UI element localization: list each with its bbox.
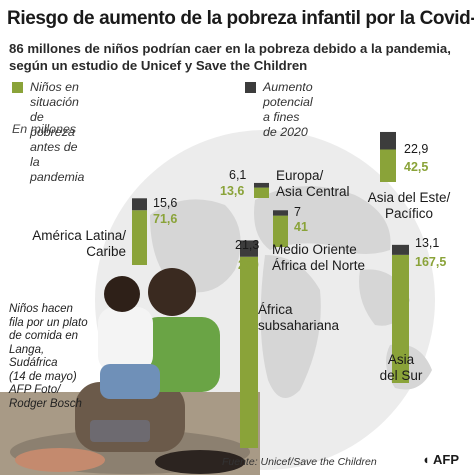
photo-caption-line-6: (14 de mayo) xyxy=(9,370,77,383)
bar-increase-asia-este xyxy=(380,131,396,150)
region-label-america-latina-line-1: América Latina/ xyxy=(32,228,126,243)
region-label-asia-este-line-1: Asia del Este/ xyxy=(367,190,451,205)
afp-logo: ◖ AFP xyxy=(422,452,459,467)
region-label-medio-oriente-line-1: Medio Oriente xyxy=(272,242,357,257)
region-label-medio-oriente: Medio Oriente África del Norte xyxy=(272,242,365,274)
photo-caption-line-3: de comida en xyxy=(9,330,79,342)
legend-swatch-increase xyxy=(245,82,256,93)
subtitle-line-1: 86 millones de niños podrían caer en la … xyxy=(9,41,451,56)
legend-label-increase: Aumento potencial a fines de 2020 xyxy=(263,80,313,139)
bar-before-africa-subsahariana xyxy=(240,256,258,448)
bar-increase-africa-subsahariana xyxy=(240,240,258,257)
afp-logo-icon: ◖ xyxy=(422,452,433,467)
region-label-africa-subsahariana: África subsahariana xyxy=(258,302,339,334)
unit-label: En millones xyxy=(12,122,77,136)
value-before-asia-sur: 167,5 xyxy=(415,255,447,269)
region-label-asia-este: Asia del Este/ Pacífico xyxy=(364,190,454,222)
subtitle-line-2: según un estudio de Unicef y Save the Ch… xyxy=(9,58,308,73)
afp-logo-text: AFP xyxy=(432,452,459,467)
region-label-asia-sur-line-2: del Sur xyxy=(379,368,423,383)
region-label-america-latina: América Latina/ Caribe xyxy=(30,228,126,260)
region-label-africa-subsahariana-line-2: subsahariana xyxy=(258,318,340,333)
bar-increase-asia-sur xyxy=(392,244,409,255)
region-label-america-latina-line-2: Caribe xyxy=(86,244,126,259)
bar-before-medio-oriente xyxy=(273,215,288,247)
photo-caption-line-5: Sudáfrica xyxy=(9,357,58,369)
bar-before-america-latina xyxy=(132,210,147,265)
value-before-america-latina: 71,6 xyxy=(153,212,178,226)
chart-title: Riesgo de aumento de la pobreza infantil… xyxy=(7,8,474,29)
photo-caption-line-8: Rodger Bosch xyxy=(9,397,82,410)
value-before-africa-subsahariana: 250 xyxy=(238,258,259,272)
value-increase-america-latina: 15,6 xyxy=(153,196,178,210)
bar-increase-medio-oriente xyxy=(273,210,288,216)
legend-swatch-before xyxy=(12,82,23,93)
legend-label-before-line-1: Niños en situación de pobreza xyxy=(30,80,79,139)
region-label-africa-subsahariana-line-1: África xyxy=(258,302,293,317)
region-label-medio-oriente-line-2: África del Norte xyxy=(272,258,366,273)
region-label-asia-este-line-2: Pacífico xyxy=(384,206,434,221)
photo-caption: Niños hacen fila por un plato de comida … xyxy=(9,303,99,411)
bar-increase-america-latina xyxy=(132,198,147,211)
photo-caption-line-2: fila por un plato xyxy=(9,316,88,329)
photo-children xyxy=(0,268,260,475)
legend-label-before-line-2: antes de la pandemia xyxy=(30,140,85,184)
value-increase-europa: 6,1 xyxy=(229,168,247,182)
legend-label-before: Niños en situación de pobreza antes de l… xyxy=(30,80,84,185)
value-increase-africa-subsahariana: 21,3 xyxy=(235,238,260,252)
value-before-europa: 13,6 xyxy=(220,184,245,198)
photo-caption-line-1: Niños hacen xyxy=(9,303,73,315)
bar-before-asia-este xyxy=(380,149,396,182)
source-note: Fuente: Unicef/Save the Children xyxy=(222,456,377,468)
value-increase-asia-este: 22,9 xyxy=(404,142,429,156)
chart-subtitle: 86 millones de niños podrían caer en la … xyxy=(9,40,469,74)
bar-before-asia-sur xyxy=(392,254,409,383)
value-increase-medio-oriente: 7 xyxy=(294,205,301,219)
region-label-europa: Europa/ Asia Central xyxy=(276,168,350,200)
region-label-asia-sur: Asia del Sur xyxy=(378,352,424,384)
bar-before-europa xyxy=(254,187,269,198)
value-increase-asia-sur: 13,1 xyxy=(415,236,440,250)
value-before-medio-oriente: 41 xyxy=(294,220,308,234)
value-before-asia-este: 42,5 xyxy=(404,160,429,174)
bar-increase-europa xyxy=(254,182,269,188)
region-label-europa-line-2: Asia Central xyxy=(276,184,350,199)
region-label-europa-line-1: Europa/ xyxy=(276,168,324,183)
photo-caption-line-4: Langa, xyxy=(9,343,45,356)
photo-caption-line-7: AFP Foto/ xyxy=(9,384,61,396)
region-label-asia-sur-line-1: Asia xyxy=(387,352,415,367)
